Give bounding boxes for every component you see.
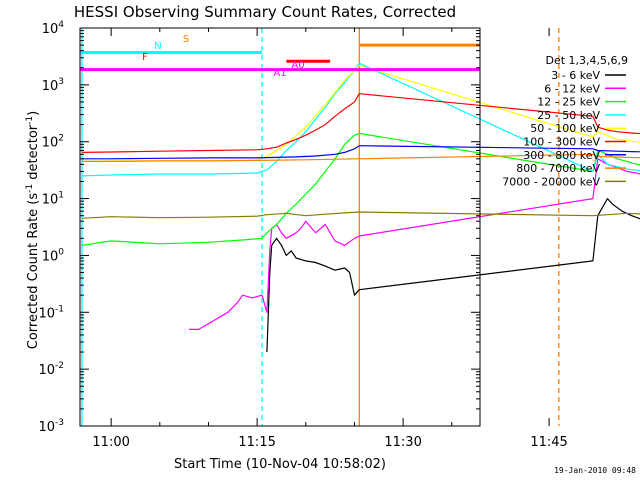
series-line-5 bbox=[81, 93, 640, 153]
series-line-8 bbox=[81, 211, 640, 219]
y-tick-label: 104 bbox=[42, 20, 65, 37]
y-tick-label: 102 bbox=[42, 134, 64, 151]
y-tick-label: 10-1 bbox=[38, 304, 64, 321]
y-tick-label: 10-2 bbox=[38, 361, 64, 378]
legend-label: 25 - 50 keV bbox=[537, 109, 600, 122]
series-line-7 bbox=[81, 153, 640, 162]
x-tick-label: 11:15 bbox=[238, 435, 275, 450]
legend-label: 12 - 25 keV bbox=[537, 96, 600, 109]
legend-label: 6 - 12 keV bbox=[544, 82, 600, 95]
legend-label: 100 - 300 keV bbox=[523, 136, 600, 149]
flag-label-a0: A0 bbox=[291, 60, 304, 71]
flag-bars: N S F A0 A1 bbox=[80, 34, 480, 79]
legend-label: 800 - 7000 keV bbox=[516, 162, 600, 175]
legend-title: Det 1,3,4,5,6,9 bbox=[545, 54, 628, 67]
legend-label: 7000 - 20000 keV bbox=[502, 175, 600, 188]
series-line-0 bbox=[266, 198, 640, 353]
x-axis-label: Start Time (10-Nov-04 10:58:02) bbox=[174, 457, 386, 472]
x-tick-label: 11:45 bbox=[530, 435, 567, 450]
series-line-2 bbox=[81, 132, 640, 246]
x-tick-label: 11:00 bbox=[92, 435, 129, 450]
plot-frame bbox=[79, 27, 481, 427]
series-line-3 bbox=[81, 62, 640, 177]
flag-label-f: F bbox=[142, 52, 148, 63]
y-tick-label: 103 bbox=[42, 77, 64, 94]
y-ticks: 10-3 10-2 10-1 100 101 102 103 104 bbox=[38, 20, 480, 435]
series-line-6 bbox=[81, 145, 640, 160]
x-tick-label: 11:30 bbox=[384, 435, 421, 450]
chart-title: HESSI Observing Summary Count Rates, Cor… bbox=[74, 3, 456, 21]
legend-label: 3 - 6 keV bbox=[551, 69, 600, 82]
flag-label-a1: A1 bbox=[273, 68, 286, 79]
legend-label: 300 - 800 keV bbox=[523, 149, 600, 162]
y-tick-label: 101 bbox=[42, 191, 64, 208]
timestamp: 19-Jan-2010 09:48 bbox=[554, 466, 636, 475]
legend-label: 50 - 100 keV bbox=[530, 122, 600, 135]
series-group bbox=[81, 62, 640, 353]
series-line-1 bbox=[189, 158, 640, 330]
y-tick-label: 10-3 bbox=[38, 418, 64, 435]
flag-label-n: N bbox=[154, 41, 161, 52]
flag-label-s: S bbox=[183, 34, 189, 45]
y-tick-label: 100 bbox=[42, 247, 65, 264]
y-axis-label: Corrected Count Rate (s-1 detector-1) bbox=[25, 111, 41, 349]
